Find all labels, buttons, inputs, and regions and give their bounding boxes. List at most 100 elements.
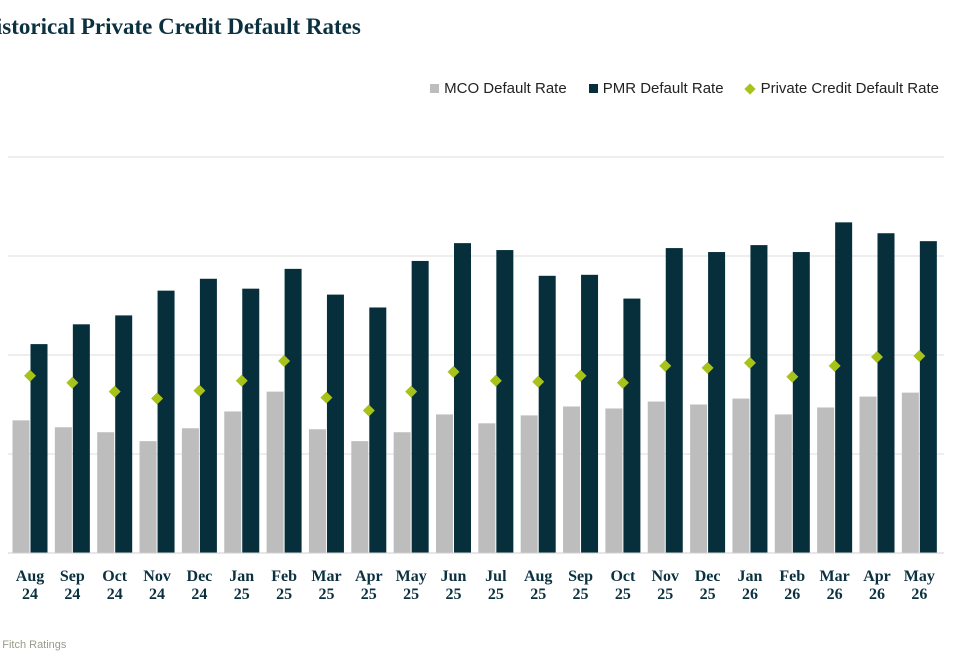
bar-pmr [835, 222, 853, 553]
x-tick-year: 25 [700, 586, 716, 603]
marker-private-credit [151, 392, 164, 405]
x-tick-label: Dec 24 [187, 568, 213, 603]
bar-pmr [919, 241, 937, 553]
legend-label-mco: MCO Default Rate [444, 80, 567, 97]
marker-private-credit [405, 385, 418, 398]
x-tick-month: Nov [143, 568, 171, 585]
marker-private-credit [532, 375, 545, 388]
legend-swatch-pmr [588, 84, 598, 93]
bar-mco [563, 406, 581, 553]
bar-mco [97, 432, 115, 553]
legend-label-pmr: PMR Default Rate [602, 80, 724, 97]
x-tick-label: Jan 25 [229, 568, 254, 603]
marker-private-credit [108, 385, 121, 398]
bar-mco [351, 441, 369, 553]
bar-mco [647, 401, 665, 553]
x-tick-year: 25 [657, 586, 673, 603]
x-tick-month: Mar [311, 568, 341, 585]
bar-mco [520, 415, 538, 553]
x-tick-year: 26 [827, 586, 843, 603]
marker-private-credit [701, 361, 714, 374]
marker-private-credit [193, 384, 206, 397]
x-tick-year: 25 [361, 586, 377, 603]
bar-mco [224, 411, 242, 553]
x-tick-year: 24 [149, 586, 165, 603]
bar-pmr [623, 298, 641, 553]
marker-private-credit [574, 369, 587, 382]
x-tick-label: Aug 24 [16, 568, 44, 603]
x-tick-month: Sep [568, 568, 593, 585]
x-tick-year: 24 [64, 586, 80, 603]
x-tick-month: Jun [441, 568, 467, 585]
marker-private-credit [278, 354, 291, 367]
bar-mco [54, 427, 72, 553]
bar-pmr [750, 245, 768, 554]
bar-pmr [708, 252, 726, 554]
marker-private-credit [66, 376, 79, 389]
bar-pmr [454, 243, 471, 553]
bar-mco [605, 408, 623, 553]
x-tick-label: Dec 25 [695, 568, 721, 603]
bar-pmr [496, 250, 514, 553]
bar-pmr [792, 252, 810, 554]
x-tick-label: Mar 25 [311, 568, 341, 603]
bar-mco [817, 407, 835, 553]
x-tick-label: Nov 24 [143, 568, 171, 603]
marker-private-credit [786, 370, 799, 383]
bar-pmr [369, 307, 387, 553]
marker-private-credit [616, 376, 629, 389]
x-tick-label: Oct 24 [102, 568, 128, 603]
x-tick-year: 25 [530, 586, 546, 603]
x-tick-year: 26 [869, 586, 885, 603]
x-tick-label: Feb 26 [779, 568, 805, 603]
bar-mco [690, 404, 708, 553]
bar-mco [12, 420, 30, 553]
x-tick-year: 26 [911, 586, 927, 603]
x-tick-year: 25 [615, 586, 631, 603]
x-tick-label: Feb 25 [271, 568, 297, 603]
x-tick-month: Feb [779, 568, 805, 585]
x-tick-label: Mar 26 [820, 568, 850, 603]
x-tick-year: 25 [488, 586, 504, 603]
x-tick-label: Jan 26 [737, 568, 762, 603]
bar-pmr [157, 290, 175, 553]
bar-pmr [665, 248, 683, 553]
bar-mco [139, 441, 157, 553]
marker-private-credit [743, 356, 756, 369]
bar-pmr [326, 294, 344, 553]
x-tick-month: Aug [524, 568, 552, 585]
bar-pmr [199, 278, 217, 553]
bar-mco [774, 414, 792, 553]
marker-private-credit [24, 369, 36, 382]
bar-mco [859, 396, 877, 553]
x-tick-year: 26 [742, 586, 758, 603]
bar-pmr [411, 260, 429, 553]
x-tick-label: Nov 25 [651, 568, 679, 603]
x-tick-year: 24 [22, 586, 38, 603]
x-tick-label: Oct 25 [610, 568, 636, 603]
marker-private-credit [913, 349, 926, 362]
chart-title: Historical Private Credit Default Rates [0, 14, 361, 39]
bar-mco [732, 398, 750, 553]
x-tick-year: 25 [446, 586, 462, 603]
bar-pmr [115, 315, 133, 553]
x-tick-label: Apr 26 [863, 568, 891, 603]
x-tick-month: Nov [651, 568, 679, 585]
x-tick-year: 25 [276, 586, 292, 603]
bar-pmr [242, 288, 260, 553]
legend-swatch-mco [430, 84, 440, 93]
bar-mco [478, 423, 496, 553]
x-tick-label: Sep 24 [60, 568, 85, 603]
x-tick-month: Jan [229, 568, 254, 585]
bar-pmr [538, 275, 556, 553]
bar-mco [308, 429, 326, 553]
bar-pmr [30, 344, 48, 553]
marker-private-credit [362, 404, 375, 417]
x-tick-year: 25 [573, 586, 589, 603]
bar-mco [181, 428, 199, 553]
chart-legend: MCO Default Rate PMR Default Rate Privat… [430, 80, 939, 97]
x-tick-month: Feb [271, 568, 297, 585]
x-tick-month: Jul [485, 568, 507, 585]
legend-item-mco: MCO Default Rate [430, 80, 567, 97]
